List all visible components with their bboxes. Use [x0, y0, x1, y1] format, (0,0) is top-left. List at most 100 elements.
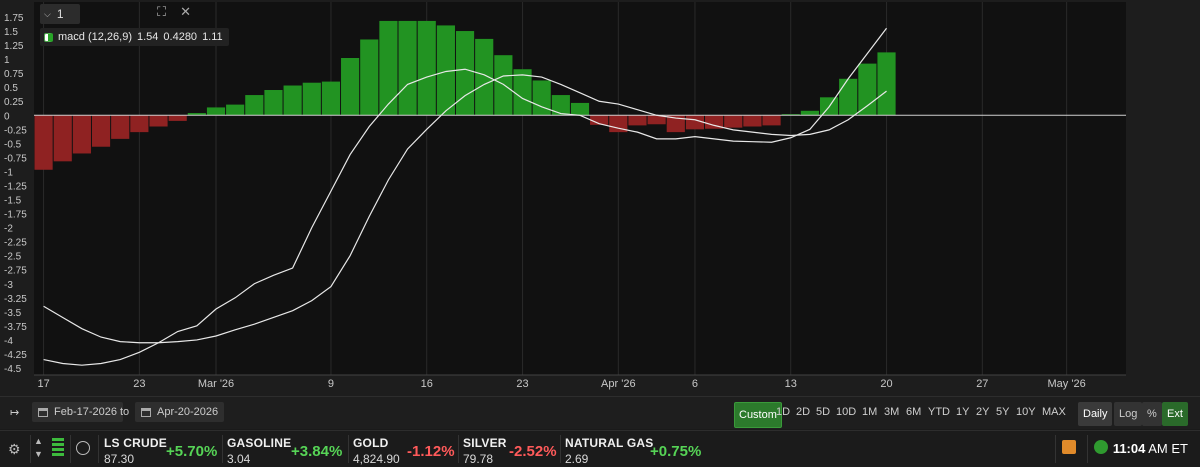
- ticker-ls-crude[interactable]: LS CRUDE 87.30: [104, 436, 167, 466]
- mode-ext-button[interactable]: Ext: [1162, 402, 1188, 426]
- y-tick-label: -2.75: [4, 266, 27, 277]
- ticker-gasoline[interactable]: GASOLINE 3.04: [227, 436, 291, 466]
- ticker-natural-gas[interactable]: NATURAL GAS 2.69: [565, 436, 653, 466]
- histogram-bar: [130, 115, 149, 133]
- range-2y-button[interactable]: 2Y: [976, 406, 990, 418]
- x-tick-label: 23: [516, 378, 528, 390]
- range-1y-button[interactable]: 1Y: [956, 406, 970, 418]
- ticker-change: +5.70%: [166, 443, 218, 460]
- ticker-gold[interactable]: GOLD 4,824.90: [353, 436, 400, 466]
- histogram-bar: [187, 113, 206, 116]
- range-5y-button[interactable]: 5Y: [996, 406, 1010, 418]
- mode-log-button[interactable]: Log: [1114, 402, 1143, 426]
- histogram-bar: [590, 115, 609, 125]
- histogram-bar: [666, 115, 685, 133]
- chevron-down-icon[interactable]: ▼: [34, 449, 43, 459]
- history-clock-icon[interactable]: [76, 441, 90, 455]
- ticker-price: 79.78: [463, 452, 494, 466]
- x-tick-label: 20: [880, 378, 892, 390]
- from-date-picker[interactable]: Feb-17-2026: [32, 402, 123, 422]
- range-2d-button[interactable]: 2D: [796, 406, 811, 418]
- histogram-bar: [724, 115, 743, 128]
- range-5d-button[interactable]: 5D: [816, 406, 831, 418]
- histogram-bar: [72, 115, 91, 154]
- histogram-bar: [53, 115, 72, 162]
- range-1d-button[interactable]: 1D: [776, 406, 791, 418]
- ticker-change: +0.75%: [650, 443, 702, 460]
- histogram-bar: [609, 115, 628, 133]
- gear-icon[interactable]: ⚙: [8, 441, 21, 457]
- range-toolbar: ↦ Feb-17-2026 to Apr-20-2026 Custom 1D 2D 5…: [0, 396, 1200, 429]
- ticker-change: +3.84%: [291, 443, 343, 460]
- y-tick-label: -3.25: [4, 294, 27, 305]
- histogram-bar: [475, 38, 494, 116]
- range-ytd-button[interactable]: YTD: [928, 406, 950, 418]
- y-tick-label: -4.25: [4, 350, 27, 361]
- histogram-bar: [341, 57, 360, 116]
- y-tick-label: 1.5: [4, 27, 18, 38]
- range-6m-button[interactable]: 6M: [906, 406, 922, 418]
- mode-percent-button[interactable]: %: [1142, 402, 1162, 426]
- to-date-picker[interactable]: Apr-20-2026: [135, 402, 225, 422]
- mode-daily-button[interactable]: Daily: [1078, 402, 1113, 426]
- range-custom-button[interactable]: Custom: [734, 402, 782, 428]
- close-icon[interactable]: ✕: [180, 4, 192, 19]
- chevron-up-icon[interactable]: ▲: [34, 436, 43, 446]
- histogram-bar: [149, 115, 168, 127]
- x-tick-label: 27: [976, 378, 988, 390]
- plot-background: [34, 2, 1126, 375]
- histogram-bar: [283, 85, 302, 116]
- chevron-down-icon: ⌵: [44, 8, 51, 19]
- histogram-bar: [800, 110, 819, 116]
- list-icon[interactable]: [52, 438, 64, 456]
- range-3m-button[interactable]: 3M: [884, 406, 900, 418]
- ticker-price: 2.69: [565, 452, 589, 466]
- histogram-bar: [570, 102, 590, 116]
- range-10y-button[interactable]: 10Y: [1016, 406, 1036, 418]
- y-tick-label: -4: [4, 336, 13, 347]
- y-tick-label: 0: [4, 111, 10, 122]
- chart-area[interactable]: 1.75 1.5 1.25 1 0.75 0.5 0.25 0 -0.25 -0.5 -0.75 -1…: [0, 0, 1200, 396]
- macd-line: [43, 27, 888, 366]
- globe-icon[interactable]: [1094, 440, 1108, 454]
- fit-range-icon[interactable]: ↦: [10, 406, 20, 419]
- legend-swatch-icon: [44, 32, 53, 42]
- calendar-icon: [38, 407, 48, 417]
- histogram-bar: [226, 104, 245, 116]
- ticker-change: -1.12%: [407, 443, 455, 460]
- y-tick-label: -0.5: [4, 139, 22, 150]
- macd-value: 1.54: [136, 31, 159, 43]
- indicator-legend[interactable]: macd (12,26,9) 1.54 0.4280 1.11: [40, 28, 229, 46]
- macd-chart[interactable]: 1.75 1.5 1.25 1 0.75 0.5 0.25 0 -0.25 -0.5 -0.75 -1…: [0, 0, 1200, 396]
- ticker-name: NATURAL GAS: [565, 436, 654, 450]
- clock: 11:04 AM ET: [1113, 441, 1188, 456]
- y-tick-label: -4.5: [4, 364, 22, 375]
- histogram-bar: [781, 114, 800, 116]
- histogram-bar: [168, 115, 187, 121]
- y-tick-label: -2: [4, 224, 13, 235]
- ticker-scroll[interactable]: ▲ ▼: [34, 435, 43, 461]
- y-tick-label: 1.25: [4, 41, 24, 52]
- histogram-bar: [417, 20, 436, 116]
- histogram-bar: [111, 115, 130, 139]
- notification-icon[interactable]: [1062, 440, 1076, 454]
- histogram-bar: [628, 115, 647, 126]
- to-label: to: [120, 406, 130, 418]
- pane-number: 1: [56, 7, 64, 21]
- x-tick-label: Apr '26: [601, 378, 636, 390]
- range-max-button[interactable]: MAX: [1042, 406, 1066, 418]
- range-1m-button[interactable]: 1M: [862, 406, 878, 418]
- expand-icon[interactable]: ⛶: [157, 4, 167, 19]
- ticker-silver[interactable]: SILVER 79.78: [463, 436, 507, 466]
- x-tick-label: 17: [37, 378, 49, 390]
- x-tick-label: 23: [133, 378, 145, 390]
- range-10d-button[interactable]: 10D: [836, 406, 857, 418]
- ticker-name: SILVER: [463, 436, 507, 450]
- histogram-bar: [551, 95, 570, 116]
- y-tick-label: -0.25: [4, 125, 27, 136]
- histogram-bar: [379, 20, 398, 116]
- ticker-bar: ⚙ ▲ ▼ LS CRUDE 87.30 +5.70% GASOLINE 3.04 +3.…: [0, 430, 1200, 467]
- histogram-bar: [705, 115, 724, 129]
- histogram-bar: [877, 52, 896, 116]
- pane-selector[interactable]: ⌵ 1: [40, 4, 80, 24]
